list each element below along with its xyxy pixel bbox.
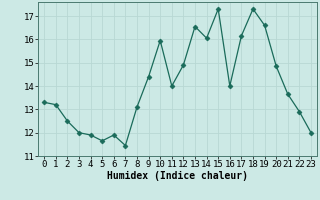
- X-axis label: Humidex (Indice chaleur): Humidex (Indice chaleur): [107, 171, 248, 181]
